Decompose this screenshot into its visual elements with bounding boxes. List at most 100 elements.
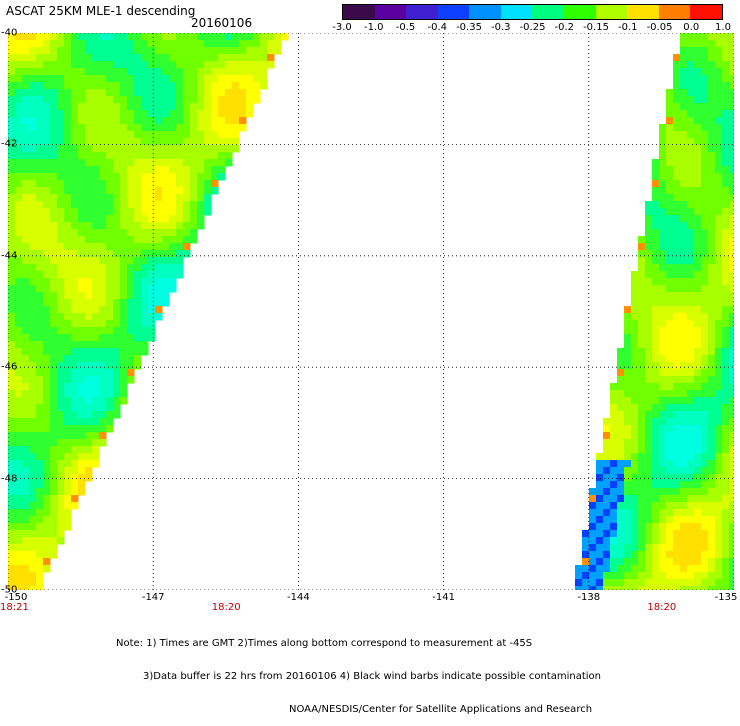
data-cell xyxy=(85,292,93,300)
data-cell xyxy=(127,96,135,104)
data-cell xyxy=(708,516,716,524)
data-cell xyxy=(148,68,156,76)
data-cell xyxy=(680,460,688,468)
data-cell xyxy=(687,488,695,496)
data-cell xyxy=(673,327,681,335)
data-cell xyxy=(22,320,30,328)
data-cell xyxy=(120,376,128,384)
data-cell xyxy=(666,411,674,419)
data-cell xyxy=(729,285,734,293)
data-cell xyxy=(729,439,734,447)
data-cell xyxy=(673,68,681,76)
data-cell xyxy=(64,432,72,440)
data-cell xyxy=(85,82,93,90)
data-cell xyxy=(652,369,660,377)
data-cell xyxy=(99,292,107,300)
data-cell xyxy=(701,313,709,321)
data-cell xyxy=(85,138,93,146)
data-cell xyxy=(715,488,723,496)
data-cell xyxy=(701,131,709,139)
data-cell xyxy=(50,334,58,342)
data-cell xyxy=(715,61,723,69)
data-cell xyxy=(603,481,611,489)
data-cell xyxy=(50,376,58,384)
data-cell xyxy=(652,292,660,300)
data-cell xyxy=(134,271,142,279)
data-cell xyxy=(71,313,79,321)
data-cell xyxy=(15,124,23,132)
data-cell xyxy=(610,544,618,552)
data-cell xyxy=(239,61,247,69)
data-cell xyxy=(673,439,681,447)
data-cell xyxy=(715,530,723,538)
data-cell xyxy=(127,33,135,41)
data-cell xyxy=(729,376,734,384)
data-cell xyxy=(22,208,30,216)
data-cell xyxy=(57,460,65,468)
data-cell xyxy=(29,208,37,216)
data-cell xyxy=(190,166,198,174)
data-cell xyxy=(134,222,142,230)
data-cell xyxy=(715,33,723,41)
data-cell xyxy=(694,117,702,125)
data-cell xyxy=(701,173,709,181)
data-cell xyxy=(659,334,667,342)
data-cell xyxy=(687,54,695,62)
data-cell xyxy=(50,348,58,356)
data-cell xyxy=(701,425,709,433)
data-cell xyxy=(694,89,702,97)
data-cell xyxy=(624,369,632,377)
data-cell xyxy=(8,285,16,293)
data-cell xyxy=(176,68,184,76)
notes: Note: 1) Times are GMT 2)Times along bot… xyxy=(116,616,601,726)
data-cell xyxy=(127,348,135,356)
data-cell xyxy=(50,425,58,433)
data-cell xyxy=(64,222,72,230)
data-cell xyxy=(708,411,716,419)
data-cell xyxy=(638,278,646,286)
data-cell xyxy=(638,502,646,510)
data-cell xyxy=(43,460,51,468)
data-cell xyxy=(113,362,121,370)
data-cell xyxy=(239,54,247,62)
data-cell xyxy=(715,376,723,384)
data-cell xyxy=(113,208,121,216)
data-cell xyxy=(701,376,709,384)
data-cell xyxy=(22,313,30,321)
data-cell xyxy=(64,376,72,384)
data-cell xyxy=(15,292,23,300)
data-cell xyxy=(183,187,191,195)
data-cell xyxy=(85,131,93,139)
data-cell xyxy=(218,131,226,139)
data-cell xyxy=(15,110,23,118)
data-cell xyxy=(631,537,639,545)
data-cell xyxy=(680,229,688,237)
data-cell xyxy=(729,565,734,573)
data-cell xyxy=(8,215,16,223)
data-cell xyxy=(190,236,198,244)
data-cell xyxy=(106,299,114,307)
data-cell xyxy=(127,369,135,377)
data-cell xyxy=(43,558,51,566)
data-cell xyxy=(232,47,240,55)
data-cell xyxy=(624,516,632,524)
data-cell xyxy=(134,54,142,62)
data-cell xyxy=(225,124,233,132)
data-cell xyxy=(57,201,65,209)
data-cell xyxy=(673,341,681,349)
data-cell xyxy=(85,264,93,272)
data-cell xyxy=(43,523,51,531)
data-cell xyxy=(680,432,688,440)
data-cell xyxy=(85,404,93,412)
data-cell xyxy=(708,61,716,69)
data-cell xyxy=(22,383,30,391)
data-cell xyxy=(176,159,184,167)
data-cell xyxy=(36,334,44,342)
data-cell xyxy=(43,390,51,398)
data-cell xyxy=(218,47,226,55)
data-cell xyxy=(218,124,226,132)
data-cell xyxy=(617,586,625,590)
data-cell xyxy=(8,530,16,538)
data-cell xyxy=(120,180,128,188)
data-cell xyxy=(141,243,149,251)
